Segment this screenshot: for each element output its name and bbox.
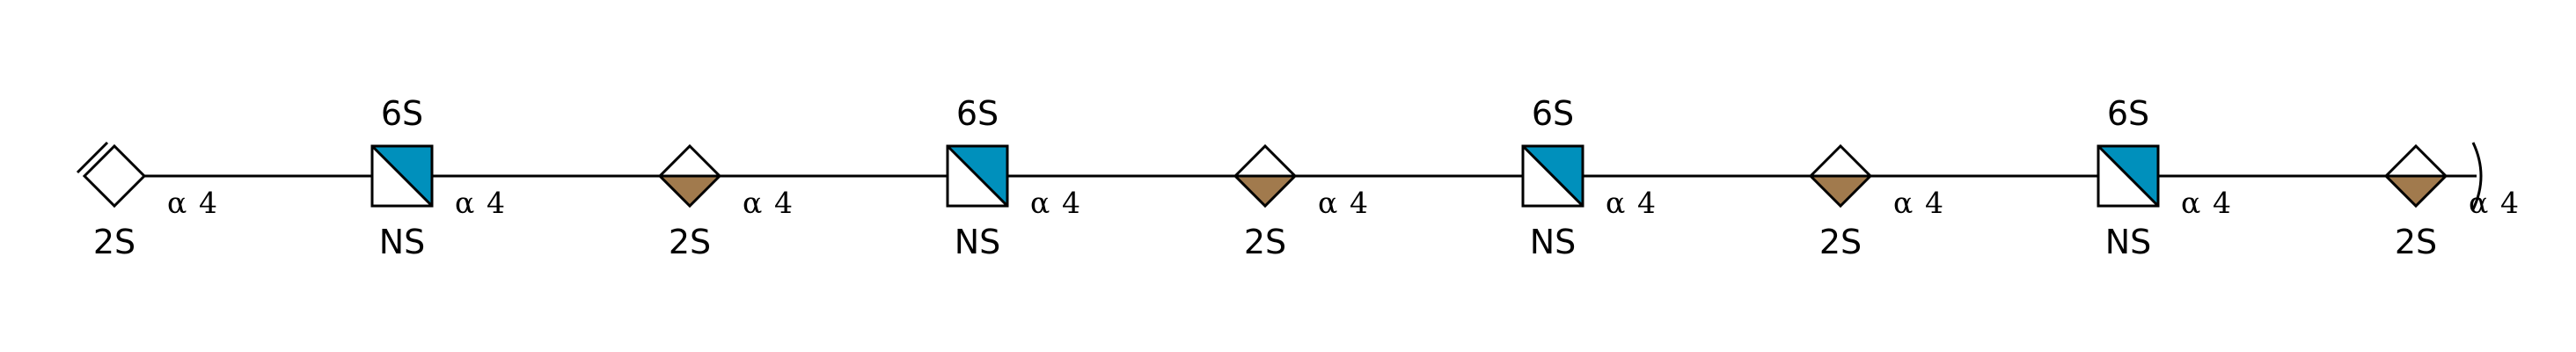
- half-filled-square-icon: [1521, 144, 1584, 208]
- linkage-position: 4: [487, 186, 505, 220]
- square-diagonal: [370, 144, 434, 208]
- residue-3: 2S: [657, 143, 722, 261]
- residue-5: 2S: [1233, 143, 1298, 261]
- linkage-anomer: α: [167, 186, 187, 220]
- linkage-anomer: α: [2469, 186, 2488, 220]
- half-filled-square-icon: [370, 144, 434, 208]
- substituent-below-label: NS: [1530, 223, 1577, 261]
- linkage-anomer: α: [1893, 186, 1913, 220]
- substituent-above-label: 6S: [1532, 94, 1574, 133]
- residue-6: 6S NS: [1521, 94, 1584, 261]
- diamond-top-half: [1811, 146, 1870, 176]
- linkage-anomer: α: [2181, 186, 2200, 220]
- substituent-below-label: 2S: [669, 223, 711, 261]
- square-diagonal: [2097, 144, 2160, 208]
- linkage-position: 4: [2500, 186, 2519, 220]
- diamond-bottom-half: [1235, 176, 1295, 206]
- diamond-bottom-half: [1811, 176, 1870, 206]
- diamond-top-half: [1235, 146, 1295, 176]
- substituent-below-label: NS: [2105, 223, 2152, 261]
- substituent-below-label: 2S: [2395, 223, 2437, 261]
- substituent-below-label: 2S: [1819, 223, 1862, 261]
- reducing-end-double-diamond-icon: [82, 143, 147, 209]
- square-diagonal: [1521, 144, 1584, 208]
- residue-8: 6S NS: [2097, 94, 2160, 261]
- bottom-filled-diamond-icon: [657, 143, 722, 209]
- bottom-filled-diamond-icon: [1233, 143, 1298, 209]
- open-end-bracket-icon: [2471, 142, 2483, 210]
- diamond-top-half: [660, 146, 720, 176]
- linkage-anomer: α: [455, 186, 474, 220]
- linkage-position: 4: [1350, 186, 1368, 220]
- half-filled-square-icon: [2097, 144, 2160, 208]
- linkage-position: 4: [1925, 186, 1943, 220]
- residue-2: 6S NS: [370, 94, 434, 261]
- substituent-above-label: 6S: [956, 94, 999, 133]
- residue-4: 6S NS: [946, 94, 1009, 261]
- linkage-position: 4: [199, 186, 217, 220]
- linkage-position: 4: [1062, 186, 1080, 220]
- bottom-filled-diamond-icon: [1808, 143, 1873, 209]
- linkage-anomer: α: [1606, 186, 1625, 220]
- diamond-top-half: [2386, 146, 2446, 176]
- substituent-below-label: 2S: [1244, 223, 1286, 261]
- bottom-filled-diamond-icon: [2383, 143, 2448, 209]
- substituent-below-label: NS: [955, 223, 1001, 261]
- linkage-anomer: α: [1318, 186, 1337, 220]
- linkage-position: 4: [1637, 186, 1656, 220]
- substituent-above-label: 6S: [2107, 94, 2149, 133]
- reducing-end-stroke: [76, 141, 109, 174]
- square-diagonal: [946, 144, 1009, 208]
- linkage-anomer: α: [1030, 186, 1050, 220]
- substituent-below-label: 2S: [93, 223, 135, 261]
- residue-7: 2S: [1808, 143, 1873, 261]
- diamond-bottom-half: [2386, 176, 2446, 206]
- residue-1: 2S: [76, 141, 147, 261]
- linkage-anomer: α: [743, 186, 762, 220]
- diamond-bottom-half: [660, 176, 720, 206]
- linkage-position: 4: [774, 186, 793, 220]
- residue-9: 2S: [2383, 143, 2448, 261]
- linkage-position: 4: [2213, 186, 2231, 220]
- substituent-above-label: 6S: [381, 94, 423, 133]
- half-filled-square-icon: [946, 144, 1009, 208]
- substituent-below-label: NS: [379, 223, 426, 261]
